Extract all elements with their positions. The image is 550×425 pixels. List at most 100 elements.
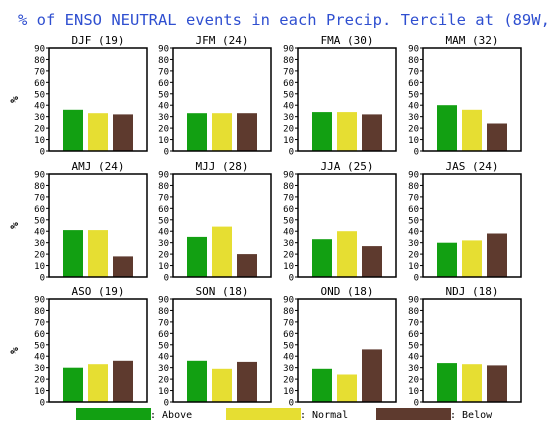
- panel-frame: [422, 47, 522, 152]
- bar-above: [437, 242, 457, 277]
- y-tick-label: 60: [283, 205, 294, 215]
- panel-title: MJJ (28): [196, 160, 249, 173]
- bar-normal: [462, 364, 482, 402]
- y-tick-label: 30: [283, 239, 294, 249]
- y-tick-label: 10: [34, 136, 45, 146]
- bar-below: [237, 113, 257, 151]
- y-tick-label: 10: [283, 387, 294, 397]
- panel-frame: [297, 298, 397, 403]
- bar-below: [487, 233, 507, 277]
- y-tick-label: 70: [283, 318, 294, 328]
- y-tick-label: 80: [158, 307, 169, 317]
- y-tick-label: 40: [34, 353, 45, 363]
- panel-frame: [48, 47, 148, 152]
- y-tick-label: 20: [283, 125, 294, 135]
- y-tick-label: 80: [34, 56, 45, 66]
- y-tick-label: 40: [283, 102, 294, 112]
- y-tick-label: 40: [408, 102, 419, 112]
- y-tick-label: 70: [158, 318, 169, 328]
- y-tick-label: 40: [408, 353, 419, 363]
- panel-frame: [172, 173, 272, 278]
- y-tick-label: 10: [34, 387, 45, 397]
- y-tick-label: 20: [34, 376, 45, 386]
- bar-normal: [212, 368, 232, 402]
- bar-normal: [337, 231, 357, 277]
- y-tick-label: 30: [158, 364, 169, 374]
- panel-frame: [422, 173, 522, 278]
- y-tick-label: 70: [408, 193, 419, 203]
- bar-normal: [88, 113, 108, 151]
- bar-normal: [212, 113, 232, 151]
- panel-title: JJA (25): [321, 160, 374, 173]
- y-tick-label: 30: [408, 113, 419, 123]
- legend-swatch-normal: [226, 408, 301, 420]
- bar-normal: [462, 109, 482, 151]
- bar-below: [113, 360, 133, 402]
- y-tick-label: 0: [40, 148, 45, 158]
- y-tick-label: 0: [289, 274, 294, 284]
- y-tick-label: 40: [283, 353, 294, 363]
- y-tick-label: 60: [34, 79, 45, 89]
- y-tick-label: 20: [158, 125, 169, 135]
- y-tick-label: 50: [34, 90, 45, 100]
- y-tick-label: 90: [283, 296, 294, 306]
- y-axis-label: %: [8, 222, 21, 229]
- y-tick-label: 20: [408, 125, 419, 135]
- y-tick-label: 90: [158, 296, 169, 306]
- panel-frame: [297, 47, 397, 152]
- y-axis-label: %: [8, 347, 21, 354]
- bar-above: [312, 112, 332, 151]
- y-tick-label: 70: [158, 193, 169, 203]
- y-tick-label: 30: [158, 239, 169, 249]
- y-tick-label: 10: [158, 262, 169, 272]
- y-tick-label: 0: [414, 274, 419, 284]
- y-tick-label: 90: [34, 45, 45, 55]
- y-tick-label: 60: [408, 79, 419, 89]
- y-tick-label: 10: [408, 262, 419, 272]
- bar-normal: [337, 112, 357, 151]
- y-tick-label: 60: [158, 330, 169, 340]
- bar-above: [63, 367, 83, 402]
- y-tick-label: 30: [34, 239, 45, 249]
- y-tick-label: 20: [158, 251, 169, 261]
- y-tick-label: 30: [408, 364, 419, 374]
- legend-swatch-below: [376, 408, 451, 420]
- y-tick-label: 50: [158, 216, 169, 226]
- bar-below: [237, 361, 257, 402]
- y-tick-label: 90: [34, 296, 45, 306]
- y-tick-label: 20: [34, 125, 45, 135]
- y-tick-label: 30: [34, 364, 45, 374]
- y-tick-label: 50: [408, 341, 419, 351]
- legend-label-above: : Above: [150, 410, 192, 421]
- y-tick-label: 10: [408, 387, 419, 397]
- legend-label-normal: : Normal: [300, 410, 348, 421]
- bar-above: [312, 368, 332, 402]
- y-tick-label: 40: [408, 228, 419, 238]
- y-tick-label: 40: [283, 228, 294, 238]
- y-tick-label: 50: [283, 216, 294, 226]
- y-tick-label: 80: [283, 307, 294, 317]
- y-tick-label: 70: [34, 67, 45, 77]
- y-tick-label: 70: [408, 67, 419, 77]
- y-tick-label: 10: [283, 136, 294, 146]
- bar-normal: [462, 240, 482, 277]
- y-tick-label: 50: [34, 216, 45, 226]
- bar-above: [187, 236, 207, 277]
- y-tick-label: 70: [34, 193, 45, 203]
- bar-normal: [88, 364, 108, 402]
- bar-below: [113, 256, 133, 277]
- y-tick-label: 0: [164, 148, 169, 158]
- y-tick-label: 90: [408, 296, 419, 306]
- y-axis-label: %: [8, 96, 21, 103]
- panel-frame: [48, 173, 148, 278]
- panel-frame: [172, 298, 272, 403]
- y-tick-label: 0: [289, 148, 294, 158]
- panel-title: SON (18): [196, 285, 249, 298]
- y-tick-label: 40: [34, 102, 45, 112]
- y-tick-label: 60: [34, 205, 45, 215]
- y-tick-label: 30: [158, 113, 169, 123]
- bar-above: [63, 230, 83, 277]
